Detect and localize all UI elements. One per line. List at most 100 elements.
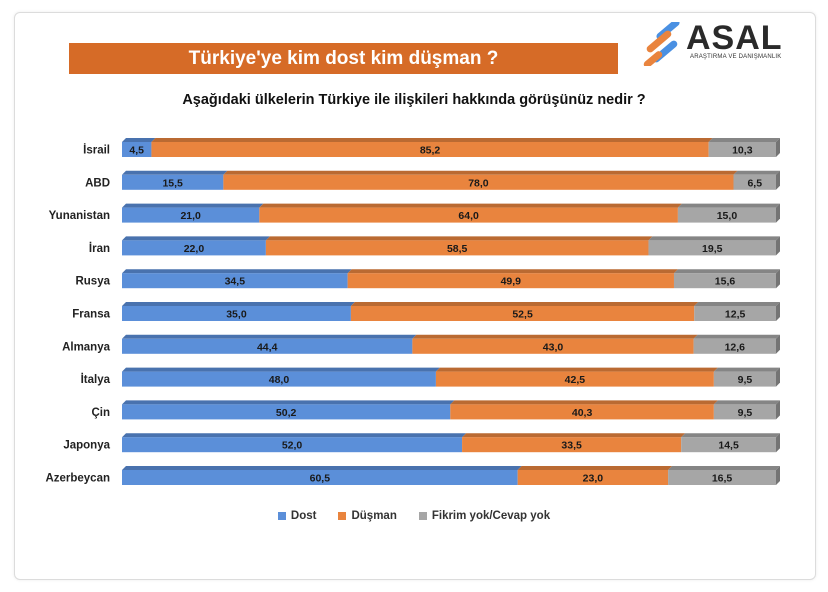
- bar-top-face: [122, 400, 455, 405]
- bar-top-face: [122, 203, 264, 208]
- bar-top-face: [122, 269, 352, 274]
- bar-side-face: [776, 138, 780, 157]
- data-label: 10,3: [732, 145, 753, 157]
- data-label: 58,5: [447, 243, 468, 255]
- data-label: 52,0: [282, 440, 303, 452]
- bar-segment-fikrim-yok-cevap-yok: [694, 306, 776, 321]
- bar-side-face: [776, 400, 780, 420]
- legend-label: Dost: [290, 510, 317, 522]
- data-label: 15,5: [162, 177, 183, 189]
- category-label: ABD: [85, 177, 110, 189]
- page-title: Türkiye'ye kim dost kim düşman ?: [69, 43, 618, 74]
- category-label: Azerbeycan: [45, 473, 110, 485]
- bar-segment-fikrim-yok-cevap-yok: [733, 174, 776, 190]
- legend-label: Düşman: [351, 510, 397, 522]
- bar-top-face: [708, 138, 780, 142]
- data-label: 49,9: [501, 276, 522, 288]
- bar-top-face: [122, 367, 440, 372]
- legend-swatch: [418, 512, 427, 520]
- bar-side-face: [776, 170, 780, 190]
- legend-swatch: [338, 512, 347, 520]
- chart-frame: [14, 12, 816, 580]
- bar-segment-d-man: [412, 338, 694, 354]
- data-label: 52,5: [512, 309, 533, 321]
- bar-top-face: [122, 466, 522, 470]
- category-label: Çin: [91, 407, 110, 419]
- chart-title: Aşağıdaki ülkelerin Türkiye ile ilişkile…: [182, 92, 646, 108]
- legend-label: Fikrim yok/Cevap yok: [431, 510, 551, 522]
- bar-side-face: [776, 334, 780, 354]
- bar-top-face: [673, 269, 780, 274]
- bar-top-face: [223, 170, 738, 175]
- bar-segment-d-man: [462, 437, 682, 453]
- data-label: 14,5: [718, 440, 739, 452]
- data-label: 19,5: [702, 243, 723, 255]
- bar-top-face: [693, 334, 780, 339]
- logo-text: ASAL: [686, 19, 783, 57]
- bar-segment-dost: [122, 404, 451, 420]
- data-label: 85,2: [420, 145, 441, 157]
- data-label: 78,0: [468, 177, 489, 189]
- bar-segment-fikrim-yok-cevap-yok: [648, 240, 776, 256]
- bar-side-face: [776, 203, 780, 223]
- bar-top-face: [681, 433, 780, 438]
- bar-top-face: [347, 269, 678, 274]
- logo-subtitle: ARAŞTIRMA VE DANIŞMANLIK: [690, 54, 782, 60]
- bar-top-face: [713, 400, 780, 405]
- bar-segment-fikrim-yok-cevap-yok: [677, 207, 776, 223]
- bar-top-face: [122, 302, 355, 306]
- bar-top-face: [265, 236, 653, 241]
- bar-segment-dost: [122, 174, 224, 190]
- chart-legend: Dost Düşman Fikrim yok/Cevap yok: [0, 510, 828, 522]
- bar-segment-dost: [122, 142, 152, 157]
- category-label: Fransa: [72, 309, 110, 321]
- data-label: 64,0: [458, 210, 479, 222]
- bar-segment-d-man: [265, 240, 649, 256]
- bar-segment-d-man: [517, 470, 669, 485]
- bar-segment-fikrim-yok-cevap-yok: [693, 338, 776, 354]
- bar-segment-dost: [122, 273, 348, 289]
- bar-top-face: [733, 170, 780, 175]
- data-label: 48,0: [269, 374, 290, 386]
- bar-segment-d-man: [223, 174, 734, 190]
- legend-item: Fikrim yok/Cevap yok: [418, 510, 551, 522]
- data-label: 9,5: [738, 374, 753, 386]
- bar-side-face: [776, 236, 780, 256]
- legend-swatch: [277, 512, 286, 520]
- category-label: İran: [89, 242, 110, 255]
- data-label: 6,5: [747, 177, 762, 189]
- bar-top-face: [122, 236, 270, 241]
- bar-segment-dost: [122, 470, 518, 485]
- data-label: 12,5: [725, 309, 746, 321]
- legend-item: Düşman: [338, 510, 397, 522]
- category-label: Almanya: [62, 341, 111, 353]
- data-label: 43,0: [543, 341, 564, 353]
- data-label: 44,4: [257, 341, 278, 353]
- category-label: İtalya: [81, 373, 111, 386]
- data-label: 9,5: [738, 407, 753, 419]
- bar-segment-fikrim-yok-cevap-yok: [713, 404, 776, 420]
- bar-side-face: [776, 269, 780, 289]
- bar-top-face: [122, 138, 156, 142]
- bar-segment-fikrim-yok-cevap-yok: [673, 273, 776, 289]
- data-label: 50,2: [276, 407, 297, 419]
- data-label: 40,3: [572, 407, 593, 419]
- bar-top-face: [259, 203, 682, 208]
- data-label: 60,5: [310, 473, 331, 485]
- bar-segment-fikrim-yok-cevap-yok: [681, 437, 776, 453]
- bar-top-face: [648, 236, 780, 241]
- data-label: 34,5: [225, 276, 246, 288]
- bar-segment-dost: [122, 240, 266, 256]
- bar-segment-d-man: [347, 273, 674, 289]
- bar-segment-d-man: [350, 306, 695, 321]
- bar-top-face: [694, 302, 780, 306]
- bar-segment-fikrim-yok-cevap-yok: [708, 142, 776, 157]
- bar-top-face: [122, 433, 467, 438]
- bar-segment-dost: [122, 207, 260, 223]
- data-label: 33,5: [561, 440, 582, 452]
- bar-top-face: [677, 203, 780, 208]
- bar-segment-dost: [122, 371, 436, 387]
- data-label: 21,0: [180, 210, 201, 222]
- bar-side-face: [776, 433, 780, 453]
- bar-top-face: [450, 400, 718, 405]
